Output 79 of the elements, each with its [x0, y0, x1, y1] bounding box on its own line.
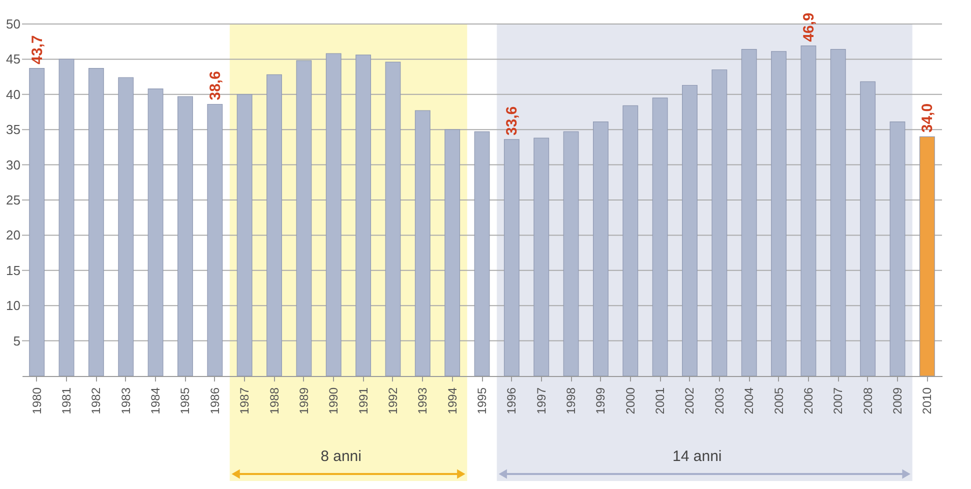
x-tick-label: 1986 — [208, 387, 222, 414]
x-tick-label: 1992 — [386, 387, 400, 414]
y-tick-label: 50 — [6, 16, 20, 32]
bar — [919, 136, 935, 376]
x-tick-label: 1982 — [89, 387, 104, 414]
bar — [563, 131, 579, 376]
y-tick-label: 10 — [6, 298, 20, 314]
bar — [296, 60, 312, 376]
bar — [178, 96, 193, 376]
bar — [207, 104, 223, 376]
x-tick-label: 2006 — [801, 387, 816, 414]
y-tick-label: 20 — [6, 228, 20, 243]
bar — [58, 58, 74, 376]
x-tick-label: 2004 — [742, 387, 756, 414]
y-tick-label: 5 — [13, 333, 20, 348]
x-tick-label: 2005 — [772, 387, 786, 414]
bar — [652, 98, 668, 376]
bar — [236, 94, 252, 376]
bar — [890, 122, 906, 376]
bar — [148, 88, 164, 376]
x-tick-label: 2001 — [653, 387, 668, 414]
bar — [266, 74, 282, 376]
x-tick-label: 2000 — [623, 387, 638, 414]
data-label: 38,6 — [206, 71, 224, 100]
y-tick-label: 25 — [6, 192, 20, 208]
bar — [504, 139, 520, 376]
bar — [622, 105, 638, 376]
x-tick-label: 1984 — [148, 387, 163, 414]
bar — [88, 68, 104, 376]
x-tick-label: 1980 — [30, 387, 44, 414]
x-tick-label: 1999 — [594, 387, 608, 414]
x-tick-label: 2008 — [860, 387, 875, 414]
bar — [534, 138, 550, 376]
bar — [414, 110, 430, 376]
bar — [444, 129, 460, 376]
bar — [118, 77, 134, 376]
x-tick-label: 1998 — [564, 387, 578, 414]
bar — [771, 51, 786, 376]
x-tick-label: 2007 — [831, 387, 846, 414]
y-tick-label: 45 — [6, 52, 20, 67]
bar — [592, 122, 608, 376]
x-tick-label: 1987 — [238, 387, 252, 414]
x-tick-label: 1993 — [416, 387, 430, 414]
x-tick-label: 1990 — [326, 387, 341, 414]
y-tick-label: 15 — [6, 262, 20, 278]
bar — [712, 69, 728, 376]
data-label: 46,9 — [800, 12, 818, 42]
bar — [356, 54, 372, 376]
y-tick-label: 40 — [6, 86, 20, 102]
bar — [385, 62, 401, 376]
band-label: 14 anni — [672, 448, 722, 465]
bar — [830, 49, 846, 376]
x-tick-label: 1994 — [445, 387, 460, 414]
x-tick-label: 1983 — [118, 387, 133, 414]
x-tick-label: 2002 — [682, 387, 697, 414]
x-tick-label: 1995 — [475, 387, 489, 414]
x-tick-label: 1989 — [296, 387, 311, 414]
data-label: 33,6 — [504, 106, 521, 136]
x-tick-label: 2010 — [920, 387, 934, 414]
band-label: 8 anni — [320, 448, 362, 465]
bar — [800, 46, 816, 376]
bar — [682, 84, 698, 376]
x-tick-label: 1981 — [60, 387, 74, 414]
bar — [474, 131, 490, 376]
x-tick-label: 1996 — [504, 387, 519, 414]
bar — [326, 53, 342, 376]
x-tick-label: 1988 — [267, 387, 282, 414]
bar — [741, 49, 757, 376]
y-tick-label: 30 — [6, 157, 20, 172]
x-tick-label: 1991 — [356, 387, 370, 414]
data-label: 34,0 — [919, 103, 936, 133]
x-tick-label: 1985 — [178, 387, 192, 414]
x-tick-label: 2003 — [712, 387, 726, 414]
bar — [29, 68, 45, 376]
x-tick-label: 1997 — [534, 387, 548, 414]
data-label: 43,7 — [28, 35, 46, 64]
x-tick-label: 2009 — [890, 387, 904, 414]
bar — [860, 81, 876, 376]
y-tick-label: 35 — [6, 122, 20, 138]
